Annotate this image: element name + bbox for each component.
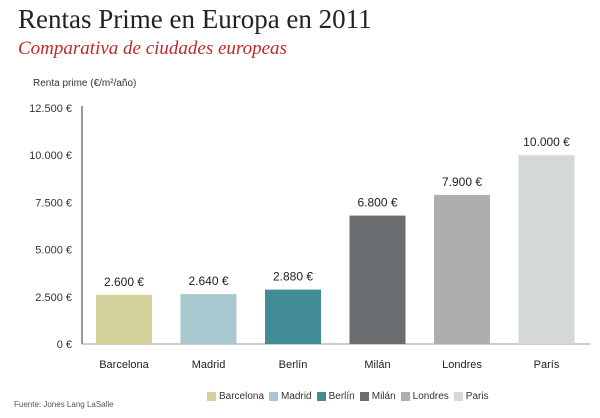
legend-swatch xyxy=(207,392,216,401)
legend-label: Milán xyxy=(371,391,396,402)
y-tick-label: 5.000 € xyxy=(35,245,72,257)
y-tick-label: 7.500 € xyxy=(35,197,72,209)
data-label: 7.900 € xyxy=(442,175,482,189)
y-axis-label: Renta prime (€/m²/año) xyxy=(33,78,137,89)
data-label: 10.000 € xyxy=(523,135,570,149)
legend-item: Milán xyxy=(359,391,396,402)
legend-label: Londres xyxy=(412,391,449,402)
bar-barcelona xyxy=(96,294,152,344)
y-tick-label: 10.000 € xyxy=(29,150,72,162)
legend-swatch xyxy=(400,392,410,401)
legend-item: Barcelona xyxy=(207,391,264,402)
bar-berlín xyxy=(265,289,321,344)
data-label: 2.880 € xyxy=(273,270,313,284)
data-label: 6.800 € xyxy=(357,196,397,210)
y-tick-label: 2.500 € xyxy=(35,292,72,304)
bar-madrid xyxy=(180,294,237,344)
chart-title: Rentas Prime en Europa en 2011 xyxy=(18,4,372,34)
y-tick-label: 0 € xyxy=(57,339,72,351)
legend-swatch xyxy=(316,392,326,401)
legend-item: Berlín xyxy=(316,391,355,402)
x-tick-label: Barcelona xyxy=(99,359,149,371)
x-tick-label: Londres xyxy=(442,359,482,371)
y-tick-label: 12.500 € xyxy=(29,103,72,115)
x-tick-label: París xyxy=(534,359,560,371)
bar-londres xyxy=(434,194,490,344)
legend-swatch xyxy=(269,392,279,401)
data-label: 2.640 € xyxy=(188,274,228,288)
x-tick-label: Madrid xyxy=(192,359,226,371)
legend-swatch xyxy=(359,392,369,401)
legend-label: Madrid xyxy=(281,391,312,402)
bar-milán xyxy=(349,215,406,344)
x-tick-label: Berlín xyxy=(279,359,308,371)
legend-label: Paris xyxy=(465,391,489,402)
legend-label: Berlín xyxy=(328,391,355,402)
legend-label: Barcelona xyxy=(219,391,265,402)
legend-swatch xyxy=(453,392,463,401)
data-label: 2.600 € xyxy=(104,275,144,289)
chart-subtitle: Comparativa de ciudades europeas xyxy=(18,38,287,59)
legend-item: Madrid xyxy=(269,391,312,402)
legend-item: Londres xyxy=(400,391,449,402)
source-note: Fuente: Jones Lang LaSalle xyxy=(14,400,114,409)
bar-parís xyxy=(518,155,575,344)
legend-item: Paris xyxy=(453,391,489,402)
x-tick-label: Milán xyxy=(364,359,390,371)
legend: Barcelona Madrid Berlín Milán Londres Paris xyxy=(207,391,489,402)
